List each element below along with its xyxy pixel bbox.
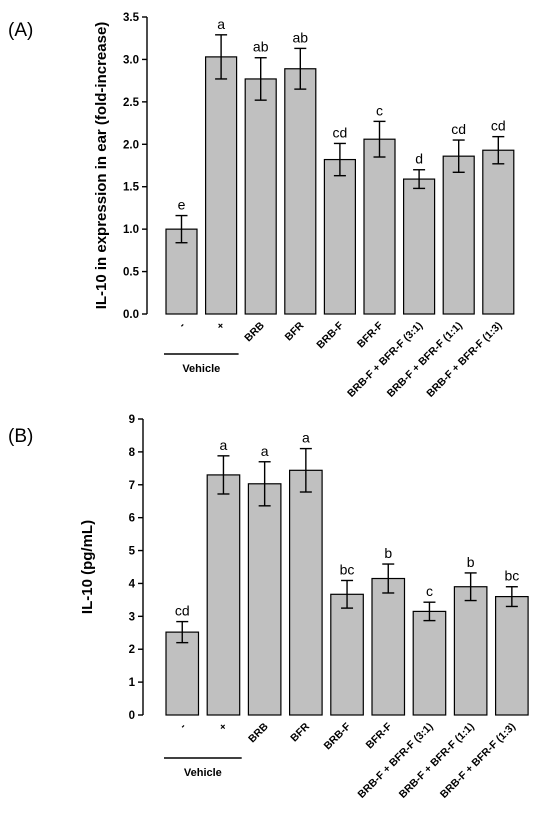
significance-letter: a [261,443,269,459]
x-tick-label: BFR-F [364,720,395,751]
bar [247,483,282,716]
bar [482,149,515,315]
y-tick-label: 3 [129,611,135,623]
vehicle-group-label: Vehicle [184,767,222,779]
bar [205,56,238,315]
y-axis-label: IL-10 (pg/mL) [79,520,96,614]
x-tick-label: BRB-F + BFR-F (1:1) [385,320,465,400]
x-tick-label: BRB-F [322,720,354,752]
significance-letter: ab [253,39,269,55]
x-tick-label: + [217,721,230,734]
x-tick-label: BRB [246,720,271,745]
bar [371,577,406,716]
x-tick-label: + [214,320,227,333]
bar [453,586,488,716]
significance-letter: b [384,545,392,561]
x-tick-label: BRB-F + BFR-F (3:1) [356,721,436,801]
y-tick-label: 2.0 [123,139,139,151]
significance-letter: cd [451,121,466,137]
y-tick-label: 0.5 [123,267,140,279]
x-tick-label: BRB [242,319,267,344]
bar [165,631,200,716]
y-tick-label: 3.0 [123,54,139,66]
y-tick-label: 8 [129,447,136,459]
significance-letter: bc [504,568,519,584]
x-tick-label: BRB-F + BFR-F (1:3) [438,721,518,801]
y-tick-label: 0 [129,710,135,722]
bar [363,138,396,315]
bar [442,155,475,315]
x-tick-label: BFR-F [355,319,386,350]
significance-letter: a [220,437,228,453]
y-tick-label: 5 [129,546,136,558]
significance-letter: c [426,583,433,599]
x-tick-label: BRB-F + BFR-F (1:1) [397,721,477,801]
y-tick-label: 2.5 [123,97,140,109]
y-tick-label: 1 [129,677,136,689]
bar [403,178,436,315]
y-tick-label: 2 [129,644,135,656]
significance-letter: a [302,430,310,446]
x-tick-label: BRB-F + BFR-F (1:3) [424,320,504,400]
panel-label: (B) [8,426,33,447]
panel-label: (A) [8,20,33,41]
x-tick-label: - [177,319,188,330]
bar [323,158,356,315]
x-tick-label: - [177,720,188,731]
vehicle-group-label: Vehicle [182,363,220,375]
y-tick-label: 1.0 [123,224,139,236]
significance-letter: d [415,151,423,167]
x-tick-label: BFR [288,720,312,744]
significance-letter: cd [491,118,506,134]
chart-panel-a: (A) IL-10 in expression in ear (fold-incr… [8,12,515,400]
x-tick-label: BRB-F [314,319,346,351]
significance-letter: bc [340,561,355,577]
significance-letter: ab [293,29,309,45]
x-tick-label: BRB-F + BFR-F (3:1) [345,320,425,400]
bar [289,469,323,716]
y-tick-label: 3.5 [123,12,140,24]
bar [495,595,529,716]
bar [412,610,447,716]
significance-letter: cd [333,124,348,140]
bar [284,68,317,315]
chart-panel-b: (B) IL-10 (pg/mL) 0 1 2 3 4 5 6 7 8 9 cd - a + a BRB a BFR b… [8,414,529,801]
y-tick-label: 6 [129,513,135,525]
bar [244,78,277,315]
significance-letter: e [178,197,186,213]
y-tick-label: 9 [129,414,135,426]
significance-letter: cd [175,603,190,619]
x-tick-label: BFR [283,319,307,343]
y-tick-label: 4 [129,578,136,590]
significance-letter: c [376,102,383,118]
significance-letter: a [217,16,225,32]
y-tick-label: 0.0 [123,309,139,321]
significance-letter: b [467,554,475,570]
y-axis-label: IL-10 in expression in ear (fold-increas… [93,22,110,310]
y-tick-label: 1.5 [123,182,140,194]
y-tick-label: 7 [129,480,135,492]
bar [206,474,241,716]
bar [330,593,364,716]
